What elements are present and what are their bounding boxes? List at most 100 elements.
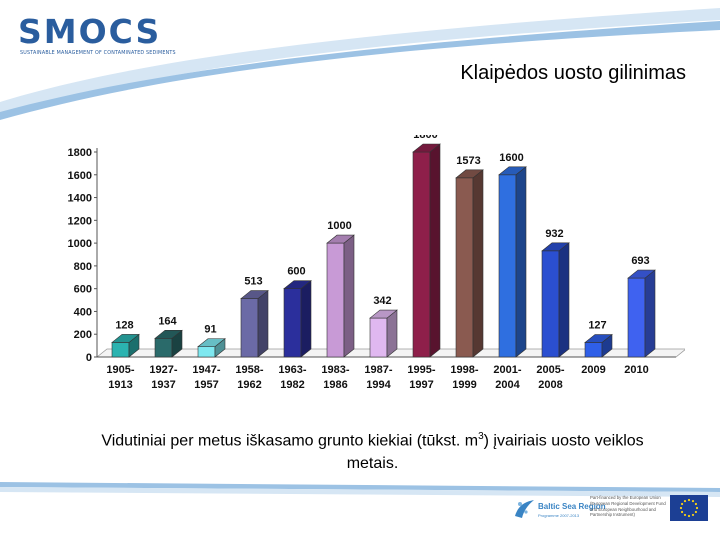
x-tick-label-4: 1982 (280, 379, 304, 391)
bar-side-4 (300, 280, 312, 358)
bar-top-9 (498, 166, 527, 176)
logo-text: SMOCS (18, 12, 162, 51)
x-tick-label-2: 1947- (192, 364, 220, 376)
bar-9 (498, 174, 517, 358)
eu-star-icon (694, 510, 698, 514)
data-label-8: 1573 (456, 155, 480, 167)
x-tick-label-5: 1986 (323, 379, 347, 391)
bar-top-7 (412, 143, 441, 153)
bar-1 (154, 338, 173, 358)
y-tick-label: 200 (74, 329, 92, 341)
header-wave-band (0, 0, 720, 120)
bar-top-5 (326, 234, 355, 244)
x-tick-label-0: 1905- (106, 364, 134, 376)
y-tick-label: 400 (74, 306, 92, 318)
data-label-3: 513 (244, 276, 262, 288)
y-tick-label: 600 (74, 284, 92, 296)
x-tick-label-2: 1957 (194, 379, 218, 391)
eu-star-icon (691, 499, 695, 503)
bar-side-5 (343, 234, 355, 358)
bar-top-1 (154, 330, 183, 339)
data-label-7: 1800 (413, 135, 437, 141)
eu-star-icon (680, 510, 684, 514)
bar-top-3 (240, 290, 269, 299)
caption-text-end: ) įvairiais uosto veiklos (483, 432, 644, 450)
eu-star-icon (691, 513, 695, 517)
logo-subtitle: SUSTAINABLE MANAGEMENT OF CONTAMINATED S… (20, 51, 176, 56)
data-label-4: 600 (287, 266, 305, 278)
x-tick-label-1: 1937 (151, 379, 175, 391)
x-tick-label-7: 1995- (407, 364, 435, 376)
slide-title: Klaipėdos uosto gilinimas (460, 62, 686, 84)
x-tick-label-8: 1999 (452, 379, 476, 391)
chart-caption: Vidutiniai per metus iškasamo grunto kie… (40, 425, 705, 475)
bar-chart: 0 200 400 600 800 1000 1200 1400 1600 1800 128 1905… (68, 135, 685, 391)
eu-flag-icon (670, 495, 708, 521)
program-name: Baltic Sea Region (538, 502, 606, 511)
data-label-0: 128 (115, 319, 133, 331)
eu-star-icon (687, 514, 691, 518)
eu-star-icon (679, 506, 683, 510)
x-tick-label-6: 1987- (364, 364, 392, 376)
bar-side-9 (515, 166, 527, 358)
data-label-2: 91 (204, 324, 216, 336)
x-tick-label-4: 1963- (278, 364, 306, 376)
eu-star-icon (680, 502, 684, 506)
x-tick-label-1: 1927- (149, 364, 177, 376)
bar-0 (111, 342, 130, 358)
bar-top-0 (111, 334, 140, 343)
bar-8 (455, 177, 474, 358)
footer-logos: Baltic Sea Region Programme 2007-2013 Pa… (512, 494, 712, 528)
x-tick-label-8: 1998- (450, 364, 478, 376)
data-label-9: 1600 (499, 152, 523, 164)
eu-star-icon (683, 499, 687, 503)
x-tick-label-5: 1983- (321, 364, 349, 376)
bar-2 (197, 346, 216, 358)
bar-11 (584, 342, 603, 358)
x-tick-label-10: 2008 (538, 379, 562, 391)
x-tick-label-3: 1958- (235, 364, 263, 376)
eu-star-icon (694, 502, 698, 506)
x-tick-label-3: 1962 (237, 379, 261, 391)
x-tick-label-6: 1994 (366, 379, 391, 391)
bar-side-12 (644, 269, 656, 358)
funding-note: Part-financed by the European Union (Eur… (590, 495, 666, 518)
bar-7 (412, 151, 431, 358)
bar-side-10 (558, 242, 570, 358)
data-label-5: 1000 (327, 220, 351, 232)
bar-top-4 (283, 280, 312, 289)
y-tick-label: 1200 (68, 215, 92, 227)
x-tick-label-9: 2001- (493, 364, 521, 376)
caption-text-line2: metais. (346, 455, 399, 473)
caption-text: Vidutiniai per metus iškasamo grunto kie… (101, 432, 479, 450)
x-tick-label-0: 1913 (108, 379, 132, 391)
eu-star-icon (687, 498, 691, 502)
y-tick-label: 800 (74, 261, 92, 273)
bar-top-8 (455, 169, 484, 179)
y-tick-label: 1600 (68, 170, 92, 182)
eu-star-icon (683, 513, 687, 517)
data-label-10: 932 (545, 228, 563, 240)
smocs-logo: SMOCS SUSTAINABLE MANAGEMENT OF CONTAMIN… (18, 12, 176, 59)
bar-4 (283, 288, 302, 358)
x-tick-label-12: 2010 (624, 364, 648, 376)
bar-6 (369, 317, 388, 358)
y-tick-label: 0 (86, 352, 92, 364)
data-label-11: 127 (588, 320, 606, 332)
x-tick-label-9: 2004 (495, 379, 520, 391)
data-label-6: 342 (373, 295, 391, 307)
y-tick-label: 1800 (68, 147, 92, 159)
bar-top-10 (541, 242, 570, 252)
program-subtitle: Programme 2007-2013 (538, 513, 580, 518)
bar-top-12 (627, 269, 656, 279)
data-label-12: 693 (631, 255, 649, 267)
y-tick-label: 1400 (68, 193, 92, 205)
y-tick-label: 1000 (68, 238, 92, 250)
data-label-1: 164 (158, 315, 177, 327)
bar-5 (326, 242, 345, 358)
baltic-sea-region-icon (515, 500, 534, 518)
bar-12 (627, 277, 646, 358)
bar-10 (541, 250, 560, 358)
bar-top-6 (369, 309, 398, 319)
bar-side-7 (429, 143, 441, 358)
